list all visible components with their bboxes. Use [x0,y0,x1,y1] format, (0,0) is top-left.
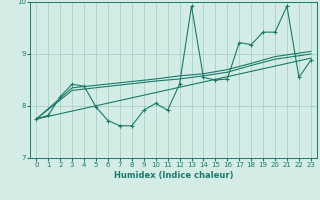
X-axis label: Humidex (Indice chaleur): Humidex (Indice chaleur) [114,171,233,180]
